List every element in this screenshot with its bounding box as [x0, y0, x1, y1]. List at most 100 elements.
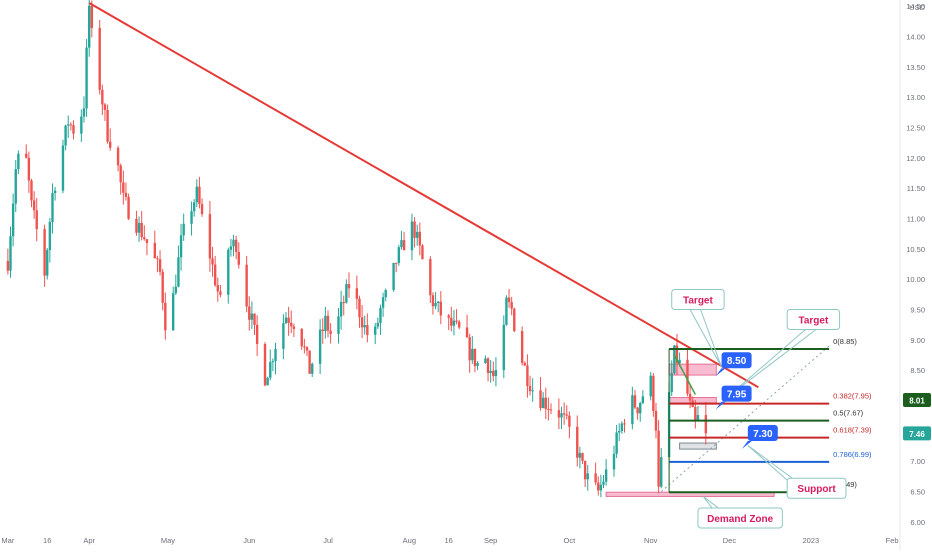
candle-body — [670, 373, 673, 393]
price-tag-label: 7.46 — [909, 430, 925, 439]
candle-body — [284, 317, 288, 324]
x-tick-label: 16 — [43, 536, 51, 545]
candle-body — [541, 397, 545, 409]
price-zone — [668, 363, 717, 376]
price-box-pointer — [715, 368, 726, 377]
candle-body — [11, 203, 15, 237]
candle-body — [266, 377, 269, 386]
candle-body — [468, 337, 471, 361]
candle-body — [492, 370, 495, 377]
candle-body — [355, 288, 359, 299]
x-tick-label: Aug — [403, 536, 416, 545]
candle-body — [119, 165, 122, 183]
y-tick-label: 11.00 — [907, 214, 925, 223]
x-tick-label: Nov — [644, 536, 658, 545]
candle-body — [318, 329, 322, 364]
x-tick-label: Sep — [484, 536, 497, 545]
candle-body — [450, 317, 453, 326]
fib-level-label: 0.5(7.67) — [833, 409, 864, 418]
candle-body — [88, 5, 91, 48]
x-tick-label: May — [161, 536, 175, 545]
candle-body — [397, 247, 401, 263]
candle-body — [127, 196, 130, 219]
candle-body — [604, 469, 608, 482]
price-tag — [903, 392, 931, 407]
candle-body — [72, 125, 75, 134]
candle-body — [583, 460, 587, 480]
candle-body — [410, 221, 414, 251]
candle-body — [248, 306, 251, 320]
candle-body — [652, 375, 655, 411]
x-tick-label: Oct — [564, 536, 577, 545]
candle-body — [376, 322, 380, 327]
candle-body — [156, 258, 159, 260]
price-tag-label: 8.01 — [909, 396, 925, 405]
callout-label: Support — [797, 484, 836, 495]
candle-body — [673, 345, 676, 374]
descending-trendline — [88, 2, 759, 389]
candle-body — [599, 484, 603, 491]
candle-body — [48, 221, 52, 251]
candle-body — [237, 251, 240, 265]
candle-body — [116, 147, 120, 166]
candle-body — [381, 297, 385, 308]
candle-body — [620, 423, 624, 431]
candle-body — [67, 124, 70, 126]
candle-body — [578, 453, 582, 458]
y-tick-label: 13.00 — [906, 93, 925, 102]
candle-body — [618, 430, 621, 433]
candle-body — [633, 395, 637, 408]
callout-pointer — [700, 309, 723, 368]
candle-body — [494, 370, 498, 377]
candle-body — [597, 482, 600, 491]
candle-body — [80, 116, 83, 134]
candle-body — [234, 239, 238, 252]
candle-body — [507, 297, 511, 303]
candle-body — [46, 250, 49, 276]
candle-body — [686, 359, 689, 394]
candle-body — [135, 218, 138, 233]
candle-body — [326, 315, 330, 331]
y-tick-label: 13.50 — [906, 63, 925, 72]
candle-body — [366, 325, 369, 335]
candle-body — [374, 326, 377, 335]
candle-body — [122, 182, 125, 193]
candle-body — [513, 308, 516, 332]
swing-line — [673, 354, 696, 395]
candle-body — [32, 200, 36, 211]
candle-body — [269, 362, 272, 378]
candle-body — [195, 186, 198, 203]
candle-body — [164, 302, 167, 331]
price-box-label: 7.95 — [727, 390, 747, 401]
candle-body — [457, 321, 461, 328]
candle-body — [602, 481, 605, 485]
y-tick-label: 6.50 — [910, 488, 925, 497]
price-box-label: 8.50 — [727, 356, 747, 367]
candle-body — [90, 5, 94, 28]
candle-body — [208, 214, 212, 259]
candle-body — [639, 402, 642, 414]
candle-body — [560, 413, 563, 418]
y-tick-label: 12.50 — [906, 123, 925, 132]
candle-body — [213, 264, 217, 286]
candle-body — [64, 125, 67, 146]
candle-body — [232, 239, 235, 247]
candle-body — [153, 242, 157, 259]
candle-body — [190, 211, 193, 224]
candle-body — [171, 293, 175, 331]
candle-body — [581, 453, 584, 461]
candle-body — [216, 285, 219, 292]
candle-body — [143, 237, 146, 240]
candle-body — [25, 153, 28, 158]
candle-body — [250, 313, 254, 320]
callout-label: Target — [798, 316, 828, 327]
candle-body — [140, 222, 143, 238]
candle-body — [211, 258, 214, 265]
candle-body — [436, 301, 440, 303]
candle-body — [439, 301, 443, 316]
candle-body — [505, 297, 508, 325]
candle-body — [434, 302, 437, 307]
candle-body — [82, 108, 86, 117]
x-tick-label: Jul — [323, 536, 333, 545]
x-tick-label: Dec — [723, 536, 737, 545]
